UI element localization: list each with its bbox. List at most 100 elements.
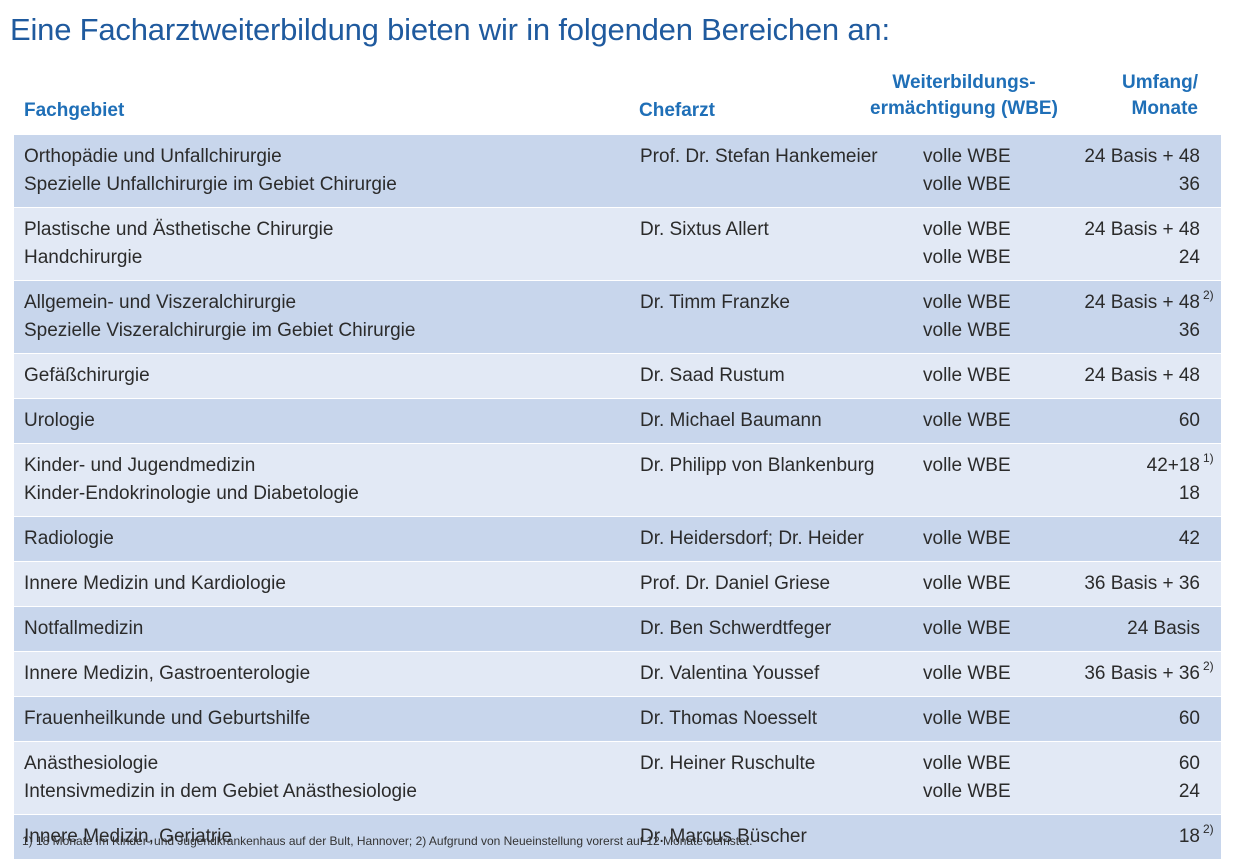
cell-chefarzt: Dr. Sixtus Allert [640, 216, 769, 244]
cell-chefarzt: Dr. Michael Baumann [640, 407, 822, 435]
cell-fachgebiet: Urologie [24, 407, 95, 435]
cell-chefarzt-text: Dr. Michael Baumann [640, 410, 822, 431]
cell-chefarzt-text: Prof. Dr. Daniel Griese [640, 573, 831, 594]
cell-fachgebiet-text: Allgemein- und Viszeralchirurgie [24, 292, 297, 313]
cell-chefarzt: Dr. Valentina Youssef [640, 660, 819, 688]
cell-fachgebiet: Orthopädie und Unfallchirurgie [24, 143, 282, 171]
table-row-line: Allgemein- und Viszeralchirurgie Dr. Timm… [14, 288, 1221, 317]
cell-wbe-text: volle WBE [923, 455, 1011, 476]
footnote-marker: 2) [1203, 288, 1214, 302]
table-row: Kinder- und Jugendmedizin Dr. Philipp von… [14, 444, 1221, 517]
cell-chefarzt-text: Dr. Marcus Büscher [640, 826, 807, 847]
cell-chefarzt-text: Dr. Ben Schwerdtfeger [640, 618, 832, 639]
cell-fachgebiet: Spezielle Unfallchirurgie im Gebiet Chir… [24, 171, 397, 199]
cell-umfang-text: 36 Basis + 36 [1084, 573, 1200, 594]
header-umfang-line2: Monate [1131, 98, 1199, 119]
footnote-marker: 2) [1203, 822, 1214, 836]
cell-wbe: volle WBE [923, 244, 1011, 272]
cell-wbe-text: volle WBE [923, 618, 1011, 639]
table-row: Orthopädie und Unfallchirurgie Prof. Dr. … [14, 135, 1221, 208]
cell-wbe: volle WBE [923, 143, 1011, 171]
cell-fachgebiet-text: Anästhesiologie [24, 753, 159, 774]
cell-umfang: 18 2) [1179, 822, 1214, 851]
cell-umfang: 36 [1179, 317, 1200, 345]
cell-wbe: volle WBE [923, 660, 1011, 688]
cell-wbe-text: volle WBE [923, 174, 1011, 195]
cell-fachgebiet: Kinder-Endokrinologie und Diabetologie [24, 480, 359, 508]
cell-wbe-text: volle WBE [923, 663, 1011, 684]
cell-wbe: volle WBE [923, 570, 1011, 598]
cell-chefarzt: Prof. Dr. Daniel Griese [640, 570, 830, 598]
cell-umfang-text: 18 [1178, 483, 1200, 504]
table-row-line: Urologie Dr. Michael Baumann volle WBE 60 [14, 407, 1221, 435]
cell-fachgebiet: Innere Medizin, Geriatrie [24, 823, 232, 851]
cell-umfang-text: 24 Basis [1127, 618, 1200, 639]
cell-umfang-text: 60 [1178, 708, 1200, 729]
table-row: Plastische und Ästhetische Chirurgie Dr. … [14, 208, 1221, 281]
table-row-line: Kinder- und Jugendmedizin Dr. Philipp von… [14, 451, 1221, 480]
header-umfang: Umfang/ Monate [1090, 70, 1198, 122]
cell-fachgebiet: Notfallmedizin [24, 615, 143, 643]
cell-umfang-text: 24 Basis + 48 [1084, 146, 1200, 167]
cell-wbe: volle WBE [923, 407, 1011, 435]
table-row: Innere Medizin, Geriatrie Dr. Marcus Büsc… [14, 815, 1221, 860]
cell-fachgebiet: Frauenheilkunde und Geburtshilfe [24, 705, 310, 733]
cell-fachgebiet-text: Urologie [24, 410, 95, 431]
cell-wbe: volle WBE [923, 171, 1011, 199]
cell-umfang-text: 60 [1178, 753, 1200, 774]
cell-chefarzt-text: Prof. Dr. Stefan Hankemeier [640, 146, 878, 167]
cell-fachgebiet: Innere Medizin und Kardiologie [24, 570, 286, 598]
table-row: Gefäßchirurgie Dr. Saad Rustum volle WBE 24… [14, 354, 1221, 399]
cell-fachgebiet: Gefäßchirurgie [24, 362, 150, 390]
cell-chefarzt: Prof. Dr. Stefan Hankemeier [640, 143, 878, 171]
cell-wbe: volle WBE [923, 362, 1011, 390]
cell-fachgebiet-text: Kinder- und Jugendmedizin [24, 455, 256, 476]
cell-chefarzt-text: Dr. Thomas Noesselt [640, 708, 818, 729]
cell-fachgebiet-text: Spezielle Unfallchirurgie im Gebiet Chir… [24, 174, 397, 195]
cell-wbe-text: volle WBE [923, 219, 1011, 240]
table-row-line: Frauenheilkunde und Geburtshilfe Dr. Thom… [14, 705, 1221, 733]
cell-chefarzt-text: Dr. Timm Franzke [640, 292, 790, 313]
header-wbe: Weiterbildungs- ermächtigung (WBE) [856, 70, 1072, 122]
cell-umfang: 24 Basis [1127, 615, 1200, 643]
cell-chefarzt: Dr. Heiner Ruschulte [640, 750, 815, 778]
table-row-line: Spezielle Unfallchirurgie im Gebiet Chir… [14, 171, 1221, 199]
page-title: Eine Facharztweiterbildung bieten wir in… [10, 12, 890, 47]
cell-chefarzt: Dr. Timm Franzke [640, 289, 790, 317]
cell-umfang-text: 24 [1178, 247, 1200, 268]
table-row: Radiologie Dr. Heidersdorf; Dr. Heider vol… [14, 517, 1221, 562]
cell-umfang: 24 Basis + 48 [1084, 143, 1200, 171]
cell-fachgebiet-text: Orthopädie und Unfallchirurgie [24, 146, 282, 167]
cell-chefarzt: Dr. Saad Rustum [640, 362, 785, 390]
cell-wbe-text: volle WBE [923, 781, 1011, 802]
cell-chefarzt-text: Dr. Heidersdorf; Dr. Heider [640, 528, 864, 549]
cell-umfang-text: 36 [1178, 174, 1200, 195]
cell-umfang: 60 [1179, 407, 1200, 435]
cell-fachgebiet-text: Intensivmedizin in dem Gebiet Anästhesio… [24, 781, 417, 802]
cell-wbe-text: volle WBE [923, 410, 1011, 431]
cell-umfang: 24 Basis + 48 2) [1084, 288, 1213, 317]
cell-chefarzt-text: Dr. Heiner Ruschulte [640, 753, 816, 774]
cell-umfang: 42+18 1) [1147, 451, 1214, 480]
cell-umfang-text: 36 Basis + 36 [1084, 663, 1200, 684]
cell-fachgebiet: Handchirurgie [24, 244, 142, 272]
cell-umfang: 18 [1179, 480, 1200, 508]
cell-umfang: 24 Basis + 48 [1084, 216, 1200, 244]
cell-wbe-text: volle WBE [923, 247, 1011, 268]
cell-chefarzt-text: Dr. Valentina Youssef [640, 663, 820, 684]
cell-fachgebiet-text: Frauenheilkunde und Geburtshilfe [24, 708, 311, 729]
cell-umfang: 36 Basis + 36 [1084, 570, 1200, 598]
cell-umfang-text: 24 Basis + 48 [1084, 365, 1200, 386]
table-row-line: Anästhesiologie Dr. Heiner Ruschulte volle… [14, 750, 1221, 778]
table-row-line: Innere Medizin, Geriatrie Dr. Marcus Büsc… [14, 822, 1221, 851]
cell-wbe-text: volle WBE [923, 320, 1011, 341]
cell-umfang-text: 24 Basis + 48 [1084, 292, 1200, 313]
table-row-line: Kinder-Endokrinologie und Diabetologie 18 [14, 480, 1221, 508]
cell-chefarzt-text: Dr. Saad Rustum [640, 365, 785, 386]
table-row-line: Innere Medizin, Gastroenterologie Dr. Val… [14, 659, 1221, 688]
cell-chefarzt-text: Dr. Sixtus Allert [640, 219, 769, 240]
cell-wbe-text: volle WBE [923, 365, 1011, 386]
cell-fachgebiet-text: Spezielle Viszeralchirurgie im Gebiet Ch… [24, 320, 416, 341]
cell-umfang-text: 24 Basis + 48 [1084, 219, 1200, 240]
cell-chefarzt-text: Dr. Philipp von Blankenburg [640, 455, 875, 476]
